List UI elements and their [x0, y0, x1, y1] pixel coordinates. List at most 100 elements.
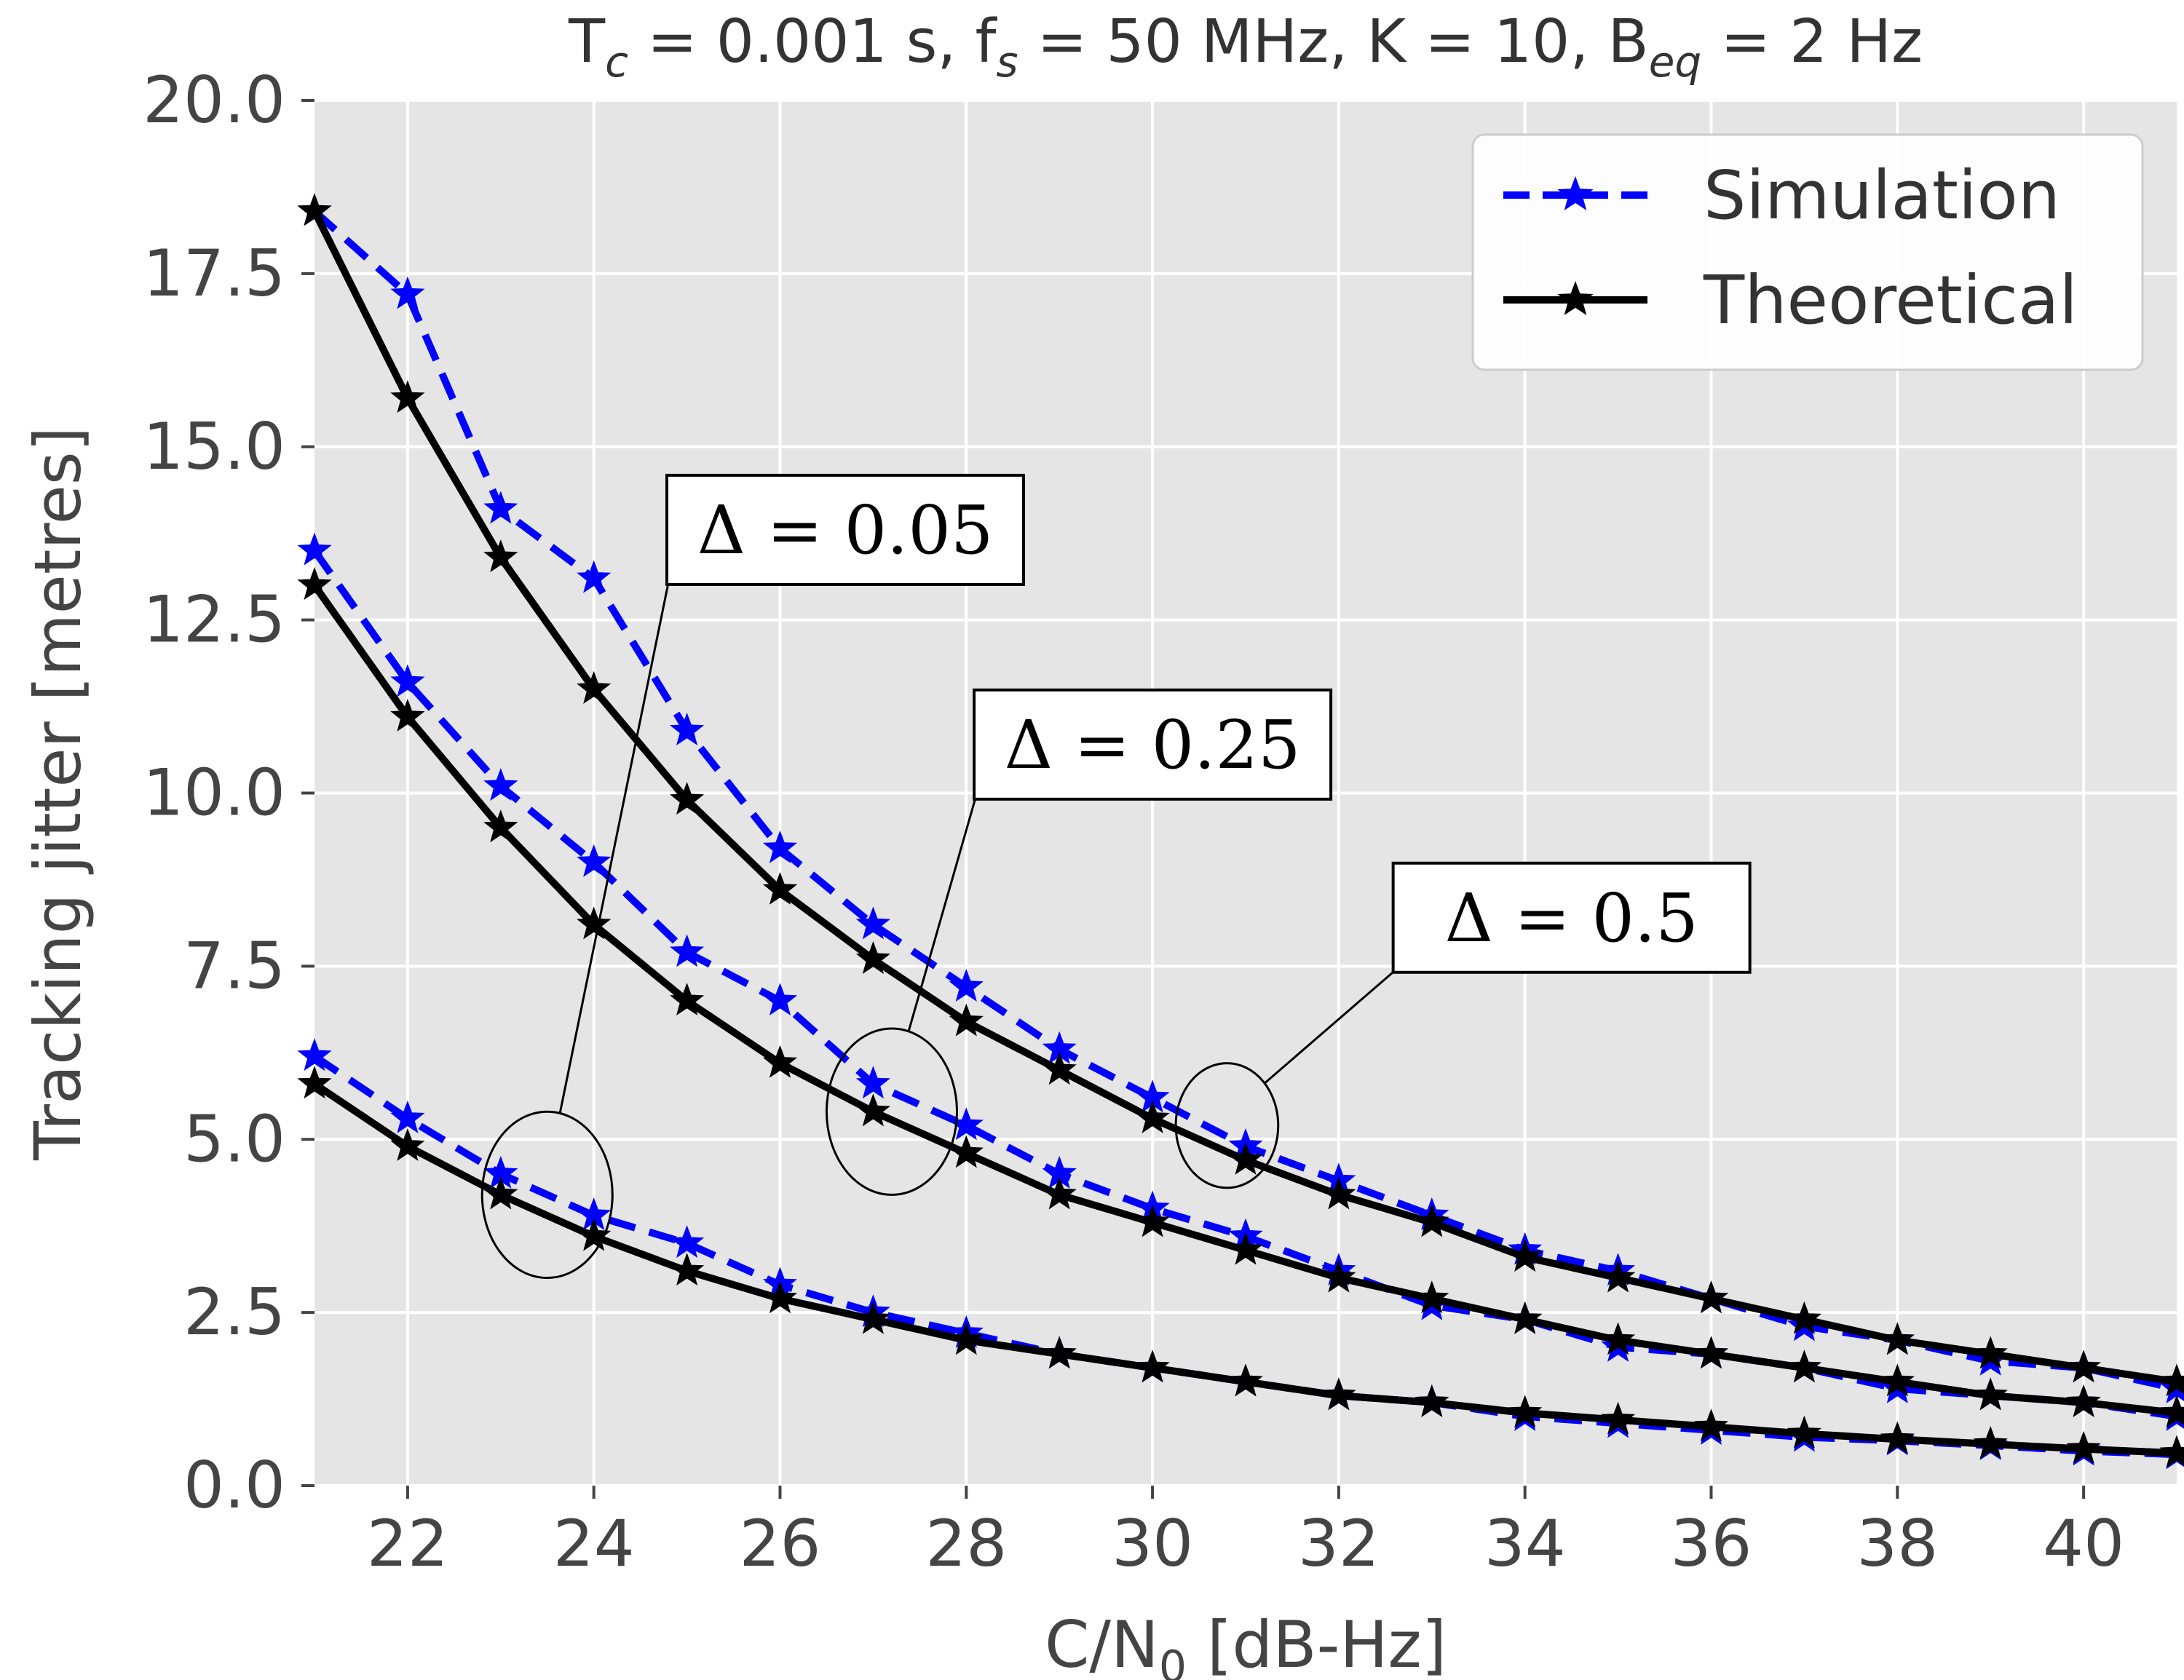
series-1-point-19: [2066, 1350, 2101, 1383]
y-tick-label-0: 0.0: [183, 1448, 285, 1523]
series-2-point-2: [483, 768, 518, 801]
x-tick-label-2: 26: [740, 1506, 821, 1581]
series-1-point-14: [1600, 1259, 1636, 1293]
series-5-point-7: [949, 1322, 984, 1355]
series-3-point-20: [2159, 1395, 2184, 1428]
series-1-point-4: [670, 782, 705, 815]
x-tick-label-8: 38: [1856, 1506, 1938, 1581]
series-5-point-18: [1973, 1426, 2008, 1459]
series-1-point-18: [1973, 1336, 2008, 1369]
series-0-point-3: [577, 560, 612, 593]
annotation-leader-d025: [907, 797, 977, 1032]
y-tick-label-5: 12.5: [143, 582, 285, 657]
series-3-point-12: [1415, 1280, 1449, 1314]
series-5-point-5: [762, 1280, 798, 1314]
annotation-d025: Δ = 0.25: [825, 688, 1333, 1196]
annotation-ellipse-d025: [825, 1027, 959, 1196]
series-3-point-11: [1321, 1259, 1356, 1293]
series-1-point-5: [762, 871, 798, 905]
series-1-point-20: [2159, 1363, 2184, 1397]
x-tick-label-1: 24: [553, 1506, 635, 1581]
series-3-point-10: [1228, 1232, 1263, 1265]
x-tick-label-0: 22: [367, 1506, 448, 1581]
chart-title: Tc = 0.001 s, fs = 50 MHz, K = 10, Beq =…: [568, 7, 1923, 87]
series-5-point-9: [1135, 1350, 1170, 1383]
series-5-point-0: [297, 1066, 332, 1099]
series-5-point-2: [483, 1176, 518, 1210]
series-1-point-1: [390, 380, 425, 413]
series-1-point-16: [1787, 1301, 1822, 1334]
series-5-point-12: [1415, 1384, 1449, 1417]
annotation-ellipse-d05: [1174, 1062, 1280, 1189]
annotation-box-d025: [973, 688, 1333, 801]
x-tick-label-9: 40: [2043, 1506, 2124, 1581]
series-5-point-11: [1321, 1377, 1356, 1411]
series-2-point-0: [297, 532, 332, 566]
series-5-point-15: [1693, 1408, 1729, 1442]
annotation-d005: Δ = 0.05: [480, 473, 1026, 1280]
x-tick-label-7: 36: [1671, 1506, 1752, 1581]
annotation-leader-d05: [1264, 970, 1396, 1085]
legend-entry-simulation: Simulation: [1503, 156, 2060, 234]
series-3-point-13: [1508, 1301, 1543, 1334]
series-1-point-15: [1693, 1280, 1729, 1314]
series-4-point-4: [669, 1225, 705, 1259]
series-theoretical-delta-0_25: [297, 567, 2184, 1428]
y-tick-label-3: 7.5: [183, 928, 285, 1003]
series-5-point-19: [2066, 1430, 2101, 1464]
series-3-point-14: [1600, 1322, 1636, 1355]
x-axis-label: C/N0 [dB-Hz]: [1045, 1607, 1447, 1680]
series-2-point-3: [577, 844, 612, 877]
series-lines: [297, 193, 2184, 1470]
series-3-point-7: [949, 1135, 984, 1168]
series-0-point-5: [762, 830, 798, 863]
legend-star-theoretical: [1557, 281, 1594, 315]
series-5-point-14: [1601, 1401, 1636, 1435]
x-tick-label-6: 34: [1484, 1506, 1566, 1581]
series-0-point-1: [390, 276, 425, 309]
annotations: Δ = 0.05 Δ = 0.25 Δ = 0.5: [480, 473, 1752, 1280]
series-1-point-9: [1135, 1100, 1170, 1133]
series-5-point-4: [669, 1253, 705, 1286]
series-2-point-5: [762, 983, 798, 1015]
y-tick-label-4: 10.0: [143, 756, 285, 831]
series-3-point-8: [1042, 1176, 1077, 1210]
y-tick-label-7: 17.5: [143, 236, 285, 311]
series-1-point-17: [1880, 1322, 1915, 1355]
y-tick-label-2: 5.0: [183, 1101, 285, 1176]
series-2-point-7: [949, 1107, 984, 1141]
series-1-point-2: [483, 539, 518, 573]
x-tick-label-4: 30: [1112, 1506, 1193, 1581]
legend-label-simulation: Simulation: [1704, 156, 2060, 234]
series-1-point-13: [1508, 1239, 1543, 1272]
series-3-point-16: [1787, 1350, 1822, 1383]
series-4-point-1: [390, 1100, 425, 1133]
series-3-point-6: [855, 1093, 891, 1127]
series-2-point-6: [855, 1066, 891, 1099]
series-3-point-2: [483, 809, 518, 843]
series-4-point-0: [297, 1038, 332, 1071]
series-3-point-17: [1880, 1363, 1915, 1397]
annotation-box-d005: [665, 473, 1026, 586]
series-3-point-3: [577, 906, 612, 940]
annotation-label-d025: Δ = 0.25: [1005, 706, 1301, 784]
series-0-point-2: [483, 491, 518, 524]
series-1-point-6: [855, 941, 891, 975]
legend-label-theoretical: Theoretical: [1703, 261, 2078, 339]
series-3-point-0: [297, 567, 332, 601]
legend: Simulation Theoretical: [1471, 133, 2144, 371]
legend-marker-simulation: [1557, 176, 1594, 210]
series-0-point-7: [949, 969, 984, 1002]
series-theoretical-delta-0_05: [297, 1066, 2184, 1468]
series-3-point-9: [1135, 1204, 1170, 1237]
series-1-point-3: [577, 670, 612, 704]
series-3-point-4: [669, 983, 705, 1015]
legend-marker-theoretical: [1557, 281, 1594, 315]
series-0-point-4: [669, 713, 705, 746]
axes: 22 24 26 28 30 32 34 36 38 40 0.0 2.5 5.0 7.5 10.0 12.5…: [143, 63, 2124, 1581]
series-3-point-18: [1973, 1377, 2008, 1411]
series-3-point-15: [1693, 1336, 1729, 1369]
series-3-point-1: [390, 698, 425, 732]
legend-star-simulation: [1557, 176, 1594, 210]
